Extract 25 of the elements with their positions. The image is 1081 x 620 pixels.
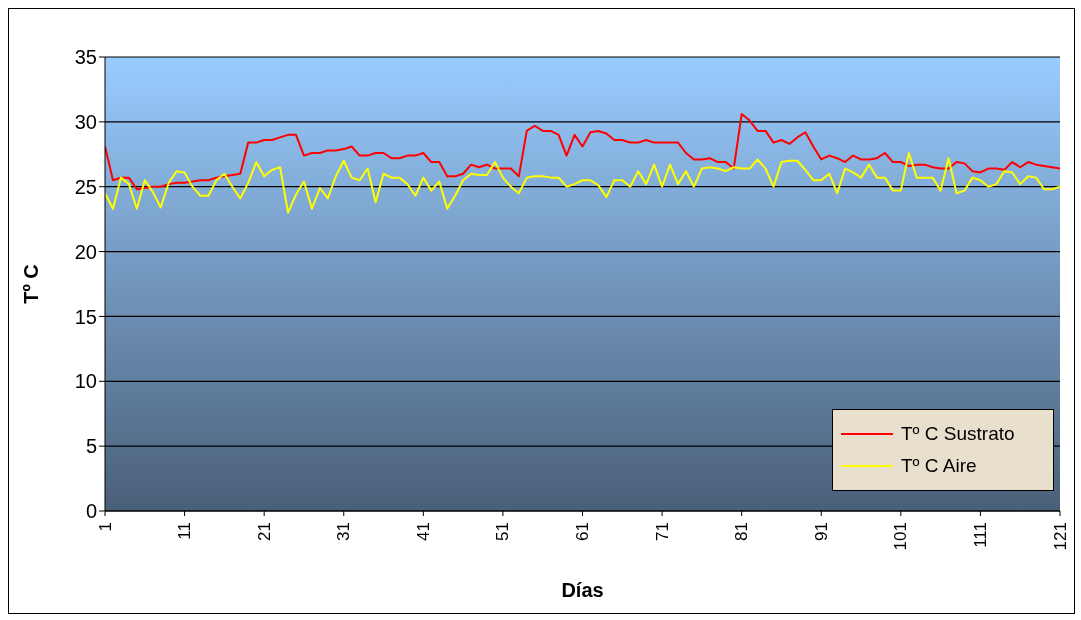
y-tick-label: 30 [74, 110, 97, 133]
x-tick-label: 81 [732, 522, 752, 541]
legend-label: Tº C Aire [901, 455, 977, 477]
x-axis-title: Días [561, 579, 604, 601]
x-tick-label: 111 [970, 522, 990, 548]
y-tick-label: 20 [74, 240, 97, 263]
y-tick-label: 15 [74, 305, 97, 328]
x-tick-label: 121 [1050, 522, 1070, 551]
x-tick-label: 51 [493, 522, 513, 541]
y-tick-label: 35 [74, 46, 97, 69]
x-tick-label: 1 [95, 522, 115, 532]
x-tick-label: 91 [811, 522, 831, 541]
y-tick-label: 0 [85, 500, 97, 523]
legend-label: Tº C Sustrato [901, 423, 1015, 445]
y-axis-title: Tº C [20, 264, 43, 304]
x-tick-label: 71 [652, 522, 672, 541]
x-tick-label: 21 [254, 522, 274, 541]
x-tick-label: 101 [891, 522, 911, 551]
x-tick-label: 11 [175, 522, 195, 540]
x-tick-label: 61 [573, 522, 592, 541]
x-tick-label: 41 [413, 522, 433, 541]
y-tick-label: 25 [74, 175, 97, 198]
x-tick-label: 31 [334, 522, 354, 541]
y-tick-label: 5 [85, 435, 97, 458]
y-tick-label: 10 [74, 370, 97, 393]
